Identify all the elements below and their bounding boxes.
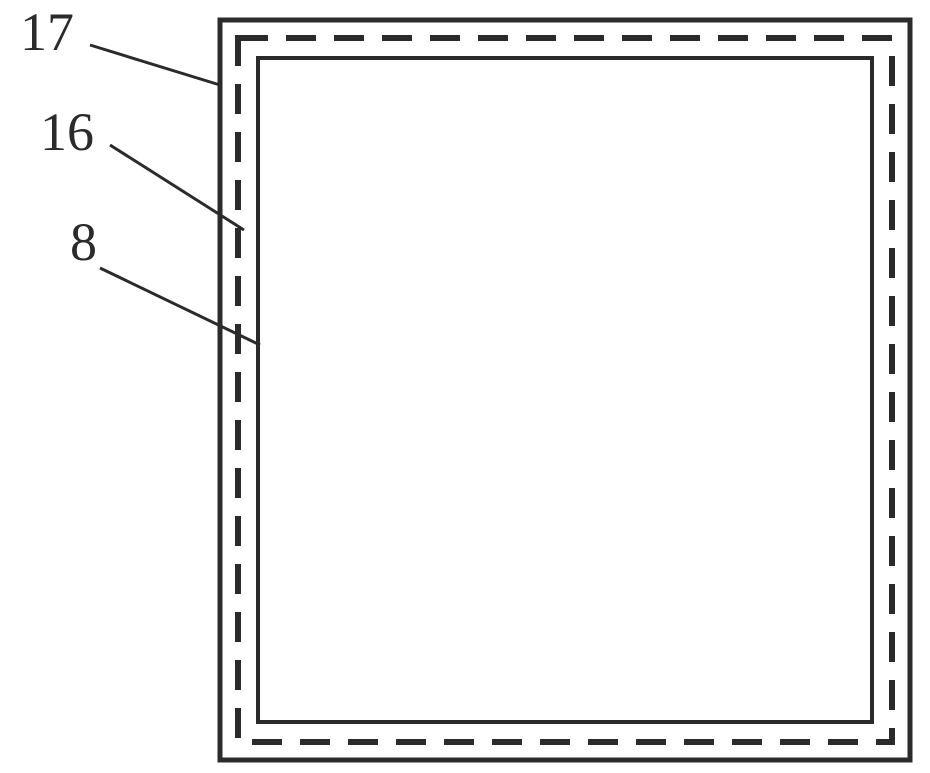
callout-17: 17 bbox=[20, 2, 220, 85]
label-17-text: 17 bbox=[20, 2, 74, 62]
outer-frame bbox=[220, 20, 910, 760]
label-8-text: 8 bbox=[70, 212, 97, 272]
label-16-leader bbox=[110, 145, 244, 230]
label-17-leader bbox=[90, 45, 220, 85]
dashed-frame bbox=[238, 38, 892, 742]
callout-8: 8 bbox=[70, 212, 260, 345]
inner-frame bbox=[258, 58, 872, 722]
callout-16: 16 bbox=[40, 102, 244, 230]
label-16-text: 16 bbox=[40, 102, 94, 162]
